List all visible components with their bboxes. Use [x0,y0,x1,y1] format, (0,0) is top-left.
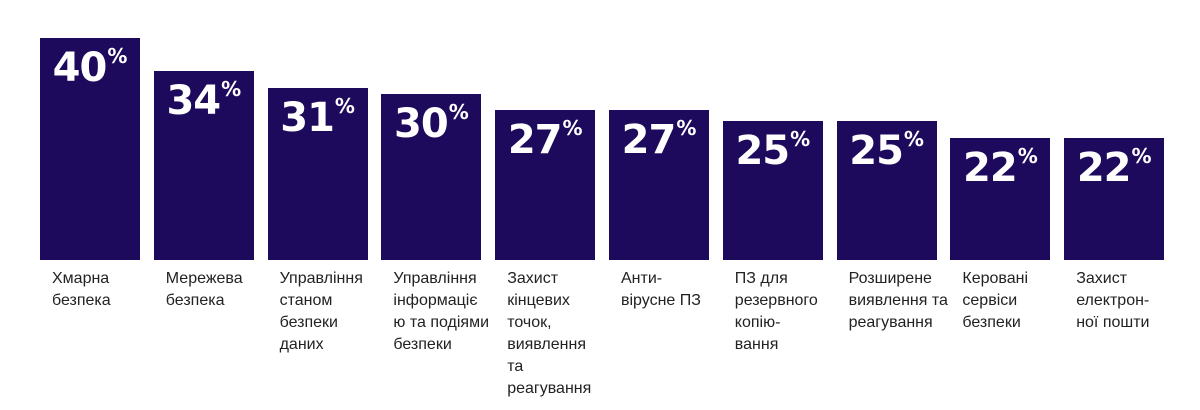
value-percent-sign: % [1131,143,1152,168]
bar [267,87,368,260]
category-label: Хмарна безпека [52,270,111,309]
bar-value-label: 22% [1064,144,1164,191]
bar-value-label: 40% [40,45,140,91]
value-number: 27 [621,117,677,164]
value-percent-sign: % [107,44,128,68]
value-number: 22 [1076,144,1132,191]
value-percent-sign: % [676,116,697,141]
value-percent-sign: % [448,99,469,124]
category-label: Управління станом безпеки даних [279,270,363,353]
bar-value-label: 25% [837,128,937,175]
bar-value-label: 34% [154,78,254,125]
bar [495,110,596,260]
value-number: 27 [507,117,563,164]
value-percent-sign: % [562,116,583,141]
bar [40,38,140,260]
bar [1064,137,1165,260]
category-label: Захист кінцевих точок, виявлення та реаг… [507,270,592,397]
bar-value-label: 30% [381,100,481,147]
value-percent-sign: % [903,127,924,152]
category-label: Розширене виявлення та реагування [848,270,948,331]
bar [950,137,1051,260]
value-percent-sign: % [221,77,242,102]
bar-value-label: 31% [268,94,368,141]
value-number: 31 [280,94,335,141]
value-percent-sign: % [790,127,811,152]
value-number: 25 [849,128,904,175]
value-number: 25 [735,128,790,175]
bar [722,121,823,260]
category-label: Захист електрон- ної пошти [1076,270,1150,331]
category-label: Керовані сервіси безпеки [962,270,1029,331]
value-percent-sign: % [334,93,355,118]
bar-value-label: 25% [723,128,823,175]
value-number: 22 [963,144,1018,191]
category-label: Анти- вірусне ПЗ [621,270,701,309]
value-number: 40 [52,45,108,91]
category-label: Мережева безпека [165,270,243,309]
bar [153,71,254,260]
category-label: Управління інформаціє ю та подіями безпе… [393,270,490,353]
value-number: 30 [394,100,449,147]
bar-value-label: 22% [950,144,1050,191]
value-percent-sign: % [1017,143,1038,168]
bar [381,93,482,260]
bar [836,121,937,260]
bar-value-label: 27% [609,117,709,164]
category-label: ПЗ для резервного копію- вання [734,270,818,353]
bar-value-label: 27% [495,117,595,164]
bar [609,110,709,260]
value-number: 34 [166,78,221,125]
